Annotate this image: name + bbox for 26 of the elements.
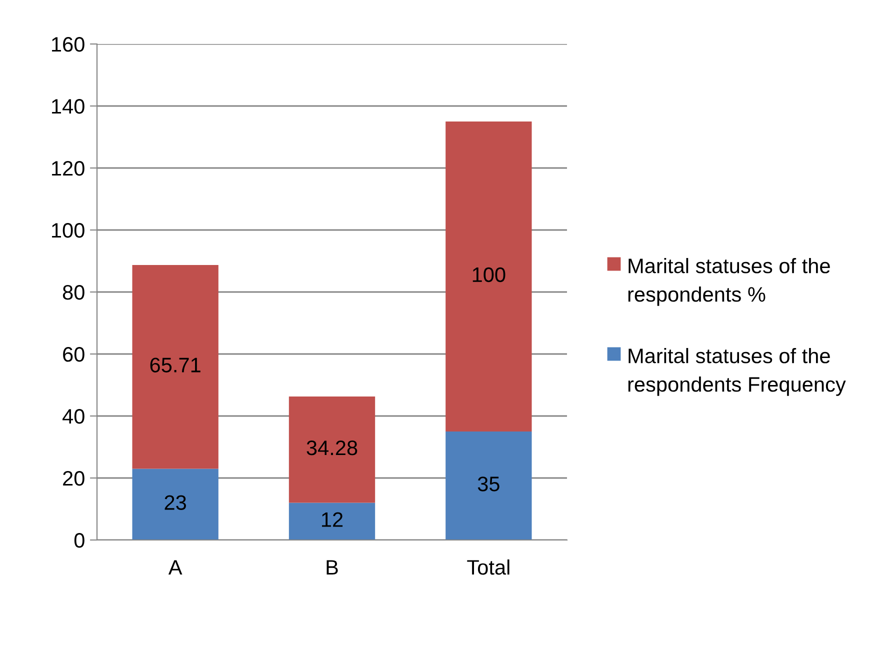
bar xyxy=(132,468,218,540)
y-tick-label: 120 xyxy=(52,161,84,176)
x-tick-label: Total xyxy=(467,559,510,575)
x-tick-label: B xyxy=(326,560,338,575)
y-tick-label: 140 xyxy=(52,99,84,114)
y-tick-label: 40 xyxy=(62,409,84,424)
bar xyxy=(288,502,376,540)
bar xyxy=(132,265,218,469)
y-tick-label: 20 xyxy=(63,471,84,486)
data-label: 100 xyxy=(472,267,506,282)
y-tick-label: 0 xyxy=(74,533,84,548)
legend-label: Marital statuses of the respondents Frequency xyxy=(628,348,846,396)
data-label: 65.71 xyxy=(150,358,200,372)
y-tick-label: 160 xyxy=(52,37,84,52)
bar xyxy=(446,432,532,540)
legend-label: Marital statuses of the respondents % xyxy=(628,258,830,306)
data-label: 23 xyxy=(164,495,186,510)
y-tick-label: 100 xyxy=(52,223,84,238)
y-tick-label: 80 xyxy=(62,285,84,300)
y-tick-label: 60 xyxy=(63,347,84,362)
data-label: 12 xyxy=(322,512,343,527)
data-label: 35 xyxy=(478,476,500,492)
x-tick-label: A xyxy=(168,560,182,575)
bar xyxy=(288,396,376,503)
data-label: 34.28 xyxy=(306,440,358,456)
bar xyxy=(446,122,532,432)
